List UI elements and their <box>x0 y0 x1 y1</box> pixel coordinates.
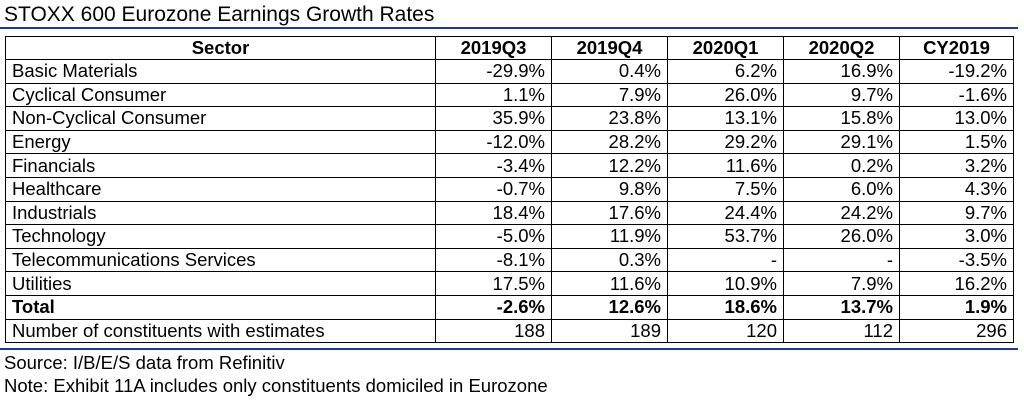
sector-cell: Non-Cyclical Consumer <box>5 106 436 131</box>
value-cell: 11.6% <box>551 271 668 296</box>
sector-cell: Cyclical Consumer <box>5 82 436 108</box>
total-label-cell: Total <box>5 294 436 320</box>
value-cell: 23.8% <box>551 106 668 131</box>
total-value-cell: 12.6% <box>551 294 668 320</box>
constituents-count-cell: 188 <box>435 318 552 344</box>
value-cell: 17.5% <box>435 271 552 296</box>
value-cell: 4.3% <box>899 176 1014 202</box>
sector-cell: Telecommunications Services <box>5 247 436 273</box>
constituents-count-cell: 189 <box>551 318 668 344</box>
exhibit-note: Note: Exhibit 11A includes only constitu… <box>4 375 548 396</box>
value-cell: 0.4% <box>551 59 668 84</box>
value-cell: 0.3% <box>551 247 668 273</box>
sector-cell: Industrials <box>5 200 436 226</box>
earnings-growth-table: Sector 2019Q3 2019Q4 2020Q1 2020Q2 CY201… <box>5 36 1014 344</box>
value-cell: 0.2% <box>783 153 900 178</box>
value-cell: 15.8% <box>783 106 900 131</box>
value-cell: 3.0% <box>899 224 1014 249</box>
value-cell: 11.9% <box>551 224 668 249</box>
value-cell: 6.2% <box>667 59 784 84</box>
table-row: Basic Materials -29.9% 0.4% 6.2% 16.9% -… <box>5 59 1014 84</box>
sector-cell: Healthcare <box>5 176 436 202</box>
value-cell: 17.6% <box>551 200 668 226</box>
source-note: Source: I/B/E/S data from Refinitiv <box>4 352 285 373</box>
header-2019q4: 2019Q4 <box>551 36 668 60</box>
table-row-constituents: Number of constituents with estimates 18… <box>5 318 1014 344</box>
table-row: Energy -12.0% 28.2% 29.2% 29.1% 1.5% <box>5 129 1014 155</box>
total-value-cell: -2.6% <box>435 294 552 320</box>
sector-cell: Financials <box>5 153 436 178</box>
value-cell: 53.7% <box>667 224 784 249</box>
value-cell: 29.1% <box>783 129 900 155</box>
value-cell: -0.7% <box>435 176 552 202</box>
value-cell: -1.6% <box>899 82 1014 108</box>
table-row: Utilities 17.5% 11.6% 10.9% 7.9% 16.2% <box>5 271 1014 296</box>
value-cell: 7.5% <box>667 176 784 202</box>
table-row-total: Total -2.6% 12.6% 18.6% 13.7% 1.9% <box>5 294 1014 320</box>
value-cell: 11.6% <box>667 153 784 178</box>
table-row: Cyclical Consumer 1.1% 7.9% 26.0% 9.7% -… <box>5 82 1014 108</box>
constituents-count-cell: 296 <box>899 318 1014 344</box>
constituents-label-cell: Number of constituents with estimates <box>5 318 436 344</box>
value-cell: 13.1% <box>667 106 784 131</box>
total-value-cell: 1.9% <box>899 294 1014 320</box>
value-cell: - <box>783 247 900 273</box>
sector-cell: Basic Materials <box>5 59 436 84</box>
value-cell: 28.2% <box>551 129 668 155</box>
value-cell: -29.9% <box>435 59 552 84</box>
total-value-cell: 13.7% <box>783 294 900 320</box>
table-row: Technology -5.0% 11.9% 53.7% 26.0% 3.0% <box>5 224 1014 249</box>
value-cell: 24.2% <box>783 200 900 226</box>
value-cell: 13.0% <box>899 106 1014 131</box>
value-cell: 1.1% <box>435 82 552 108</box>
value-cell: 29.2% <box>667 129 784 155</box>
value-cell: -5.0% <box>435 224 552 249</box>
constituents-count-cell: 120 <box>667 318 784 344</box>
value-cell: 10.9% <box>667 271 784 296</box>
value-cell: 16.9% <box>783 59 900 84</box>
value-cell: 7.9% <box>551 82 668 108</box>
value-cell: -12.0% <box>435 129 552 155</box>
header-2020q1: 2020Q1 <box>667 36 784 60</box>
table-row: Industrials 18.4% 17.6% 24.4% 24.2% 9.7% <box>5 200 1014 226</box>
sector-cell: Technology <box>5 224 436 249</box>
header-2020q2: 2020Q2 <box>783 36 900 60</box>
value-cell: 12.2% <box>551 153 668 178</box>
value-cell: 26.0% <box>667 82 784 108</box>
value-cell: 3.2% <box>899 153 1014 178</box>
value-cell: 35.9% <box>435 106 552 131</box>
value-cell: 9.8% <box>551 176 668 202</box>
value-cell: 16.2% <box>899 271 1014 296</box>
value-cell: 6.0% <box>783 176 900 202</box>
title-divider <box>0 27 1018 29</box>
sector-cell: Energy <box>5 129 436 155</box>
value-cell: 9.7% <box>783 82 900 108</box>
value-cell: - <box>667 247 784 273</box>
sector-cell: Utilities <box>5 271 436 296</box>
value-cell: 1.5% <box>899 129 1014 155</box>
header-2019q3: 2019Q3 <box>435 36 552 60</box>
constituents-count-cell: 112 <box>783 318 900 344</box>
value-cell: 18.4% <box>435 200 552 226</box>
table-row: Financials -3.4% 12.2% 11.6% 0.2% 3.2% <box>5 153 1014 178</box>
table-row: Non-Cyclical Consumer 35.9% 23.8% 13.1% … <box>5 106 1014 131</box>
value-cell: -8.1% <box>435 247 552 273</box>
footer-divider <box>0 348 1018 350</box>
value-cell: 24.4% <box>667 200 784 226</box>
header-cy2019: CY2019 <box>899 36 1014 60</box>
table-row: Telecommunications Services -8.1% 0.3% -… <box>5 247 1014 273</box>
value-cell: 7.9% <box>783 271 900 296</box>
value-cell: -3.4% <box>435 153 552 178</box>
table-row: Healthcare -0.7% 9.8% 7.5% 6.0% 4.3% <box>5 176 1014 202</box>
total-value-cell: 18.6% <box>667 294 784 320</box>
table-header-row: Sector 2019Q3 2019Q4 2020Q1 2020Q2 CY201… <box>5 36 1014 60</box>
exhibit-title: STOXX 600 Eurozone Earnings Growth Rates <box>4 3 435 26</box>
value-cell: 9.7% <box>899 200 1014 226</box>
value-cell: 26.0% <box>783 224 900 249</box>
header-sector: Sector <box>5 36 436 60</box>
value-cell: -3.5% <box>899 247 1014 273</box>
value-cell: -19.2% <box>899 59 1014 84</box>
